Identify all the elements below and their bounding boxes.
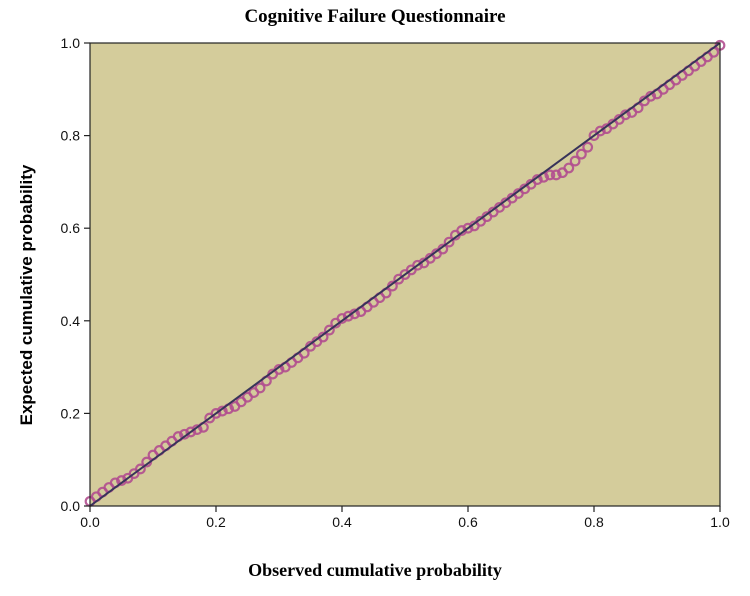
x-tick-label: 0.0	[80, 514, 100, 530]
data-point	[134, 463, 146, 475]
chart-title: Cognitive Failure Questionnaire	[244, 6, 506, 27]
x-tick-label: 1.0	[710, 514, 730, 530]
y-tick-label: 0.8	[61, 128, 81, 144]
data-point	[582, 141, 594, 153]
x-axis-label: Observed cumulative probability	[248, 560, 502, 580]
axes: 0.0 0.2 0.4 0.6 0.8 1.0 0.0 0.2 0.4 0.6 0.8 1.0	[61, 35, 730, 530]
data-point	[563, 162, 575, 174]
data-point	[342, 310, 354, 322]
y-tick-label: 0.2	[61, 405, 81, 421]
y-tick-label: 0.4	[61, 313, 81, 329]
y-tick-label: 0.6	[61, 220, 81, 236]
reference-line	[89, 42, 721, 507]
data-point	[443, 236, 455, 248]
data-point	[185, 426, 197, 438]
data-point	[324, 324, 335, 336]
data-point	[412, 259, 424, 271]
x-tick-label: 0.6	[458, 514, 478, 530]
data-point	[550, 169, 562, 181]
data-point	[544, 169, 556, 181]
y-tick-label: 0.0	[61, 498, 81, 514]
data-point	[462, 222, 474, 234]
y-tick-label: 1.0	[61, 35, 81, 51]
data-point	[210, 408, 222, 419]
x-tick-label: 0.8	[584, 514, 604, 530]
x-tick-label: 0.4	[332, 514, 352, 530]
data-point	[569, 155, 581, 167]
data-point	[576, 148, 587, 160]
plot-frame	[89, 42, 721, 507]
data-point	[254, 382, 266, 394]
x-tick-label: 0.2	[206, 514, 226, 530]
data-point	[594, 125, 606, 137]
